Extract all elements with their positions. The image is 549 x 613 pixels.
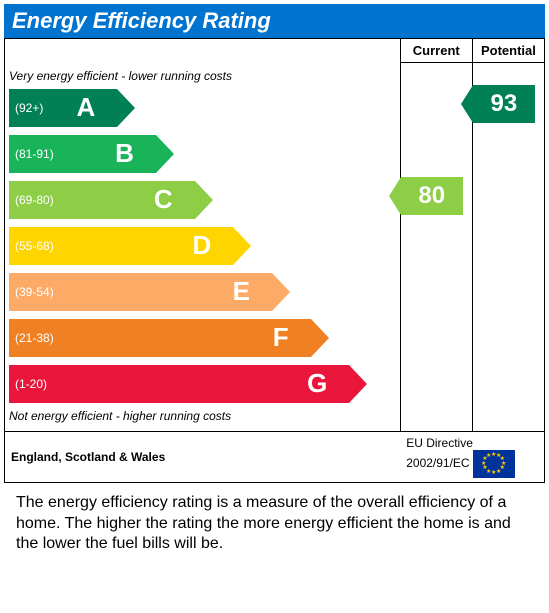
- hint-top: Very energy efficient - lower running co…: [9, 69, 396, 83]
- eu-star-icon: ★: [486, 453, 491, 460]
- hint-bottom: Not energy efficient - higher running co…: [9, 409, 396, 423]
- rating-arrow-potential: [461, 85, 473, 123]
- directive-line2: 2002/91/EC: [406, 456, 469, 470]
- band-arrow-d: [233, 227, 251, 265]
- band-letter-e: E: [233, 276, 250, 307]
- band-bar-f: (21-38) F: [9, 319, 311, 357]
- col-potential-header: Potential: [472, 39, 544, 63]
- band-range-e: (39-54): [15, 285, 54, 299]
- band-row-g: (1-20) G: [9, 363, 396, 405]
- band-range-g: (1-20): [15, 377, 47, 391]
- band-bar-d: (55-68) D: [9, 227, 233, 265]
- epc-chart: Current Potential Very energy efficient …: [4, 38, 545, 483]
- band-letter-f: F: [273, 322, 289, 353]
- col-current-header: Current: [400, 39, 472, 63]
- band-row-a: (92+) A: [9, 87, 396, 129]
- band-letter-a: A: [77, 92, 96, 123]
- band-row-d: (55-68) D: [9, 225, 396, 267]
- eu-star-icon: ★: [491, 470, 496, 477]
- band-arrow-e: [272, 273, 290, 311]
- band-bar-g: (1-20) G: [9, 365, 349, 403]
- rating-marker-potential: 93: [461, 85, 535, 123]
- band-row-e: (39-54) E: [9, 271, 396, 313]
- band-letter-c: C: [154, 184, 173, 215]
- band-range-f: (21-38): [15, 331, 54, 345]
- band-bar-c: (69-80) C: [9, 181, 195, 219]
- band-bar-a: (92+) A: [9, 89, 117, 127]
- directive-line1: EU Directive: [406, 436, 473, 450]
- band-bar-e: (39-54) E: [9, 273, 272, 311]
- page-title: Energy Efficiency Rating: [12, 8, 271, 33]
- rating-marker-current: 80: [389, 177, 463, 215]
- rating-arrow-current: [389, 177, 401, 215]
- region-label: England, Scotland & Wales: [5, 431, 401, 482]
- band-arrow-f: [311, 319, 329, 357]
- bands-area: Very energy efficient - lower running co…: [5, 63, 401, 432]
- potential-column: 93: [472, 63, 544, 432]
- description-text: The energy efficiency rating is a measur…: [4, 483, 545, 555]
- band-range-d: (55-68): [15, 239, 54, 253]
- rating-value-current: 80: [401, 177, 463, 215]
- title-bar: Energy Efficiency Rating: [4, 4, 545, 38]
- band-bar-b: (81-91) B: [9, 135, 156, 173]
- eu-star-icon: ★: [496, 469, 501, 476]
- band-range-a: (92+): [15, 101, 43, 115]
- directive-cell: EU Directive 2002/91/EC ★★★★★★★★★★★★: [400, 431, 544, 482]
- band-arrow-a: [117, 89, 135, 127]
- rating-value-potential: 93: [473, 85, 535, 123]
- band-row-f: (21-38) F: [9, 317, 396, 359]
- band-row-b: (81-91) B: [9, 133, 396, 175]
- band-arrow-b: [156, 135, 174, 173]
- band-letter-b: B: [115, 138, 134, 169]
- band-arrow-c: [195, 181, 213, 219]
- eu-flag-icon: ★★★★★★★★★★★★: [473, 450, 515, 478]
- band-range-c: (69-80): [15, 193, 54, 207]
- band-letter-d: D: [193, 230, 212, 261]
- band-letter-g: G: [307, 368, 327, 399]
- band-row-c: (69-80) C: [9, 179, 396, 221]
- band-range-b: (81-91): [15, 147, 54, 161]
- band-arrow-g: [349, 365, 367, 403]
